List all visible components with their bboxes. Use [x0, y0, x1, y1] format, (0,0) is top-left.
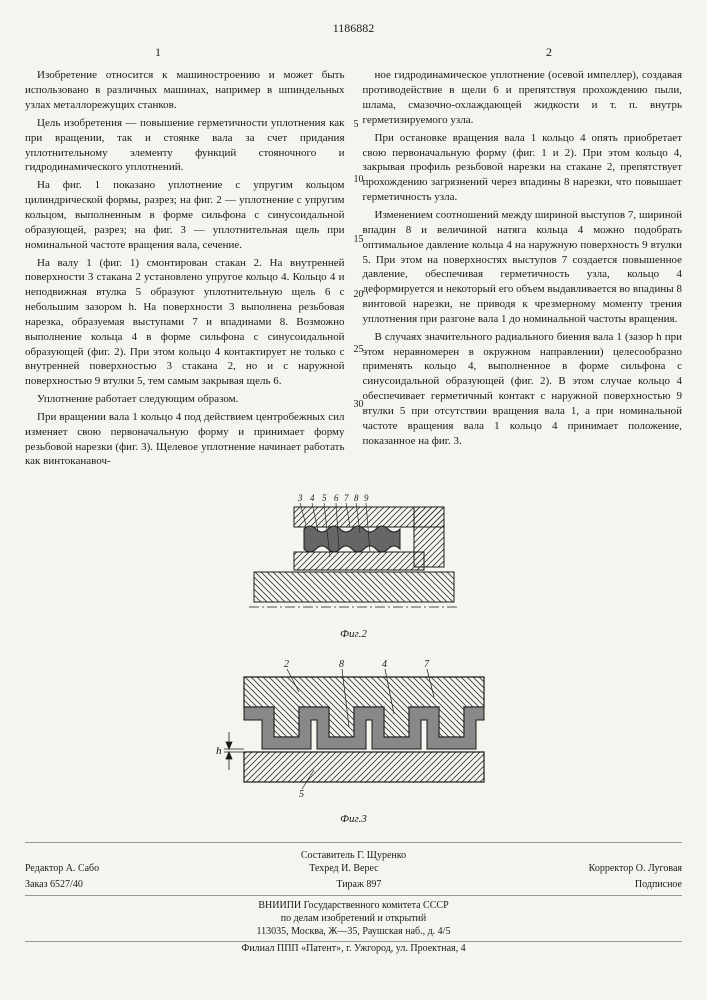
footer-org1: ВНИИПИ Государственного комитета СССР: [25, 899, 682, 912]
svg-text:5: 5: [322, 493, 327, 503]
footer-corrector: Корректор О. Луговая: [589, 862, 682, 875]
paragraph: При остановке вращения вала 1 кольцо 4 о…: [363, 131, 683, 205]
figure-3: h 2 8 4 7 5: [184, 652, 524, 802]
page-numbers: 1 2: [155, 44, 552, 60]
footer-compiler: Составитель Г. Щуренко: [25, 849, 682, 862]
footer-addr1: 113035, Москва, Ж—35, Раушская наб., д. …: [25, 925, 682, 942]
footer-subscription: Подписное: [635, 878, 682, 891]
paragraph: Изобретение относится к машиностроению и…: [25, 68, 345, 113]
footer-editor: Редактор А. Сабо: [25, 862, 99, 875]
footer: Составитель Г. Щуренко Редактор А. Сабо …: [25, 842, 682, 955]
figure-2: 3 4 5 6 7 8 9: [224, 487, 484, 617]
paragraph: Цель изобретения — повышение герметичнос…: [25, 116, 345, 175]
paragraph: Уплотнение работает следующим образом.: [25, 392, 345, 407]
svg-text:9: 9: [364, 493, 369, 503]
text-columns: Изобретение относится к машиностроению и…: [25, 68, 682, 472]
line-number: 30: [354, 398, 364, 412]
line-number: 10: [354, 173, 364, 187]
paragraph: Изменением соотношений между шириной выс…: [363, 208, 683, 327]
figures-area: 3 4 5 6 7 8 9 Фиг.2: [25, 487, 682, 827]
page-left: 1: [155, 44, 161, 60]
svg-text:4: 4: [310, 493, 315, 503]
line-number: 5: [354, 118, 359, 132]
figure-3-label: Фиг.3: [25, 812, 682, 827]
document-number: 1186882: [25, 20, 682, 36]
svg-text:7: 7: [424, 659, 430, 670]
svg-text:5: 5: [299, 789, 304, 800]
svg-text:h: h: [216, 745, 222, 757]
paragraph: На валу 1 (фиг. 1) смонтирован стакан 2.…: [25, 256, 345, 390]
line-number: 20: [354, 288, 364, 302]
footer-techred: Техред И. Верес: [309, 862, 378, 875]
svg-text:7: 7: [344, 493, 349, 503]
footer-tirage: Тираж 897: [336, 878, 381, 891]
footer-org2: по делам изобретений и открытий: [25, 912, 682, 925]
paragraph: В случаях значительного радиального биен…: [363, 330, 683, 449]
line-number: 25: [354, 343, 364, 357]
paragraph: При вращении вала 1 кольцо 4 под действи…: [25, 410, 345, 469]
svg-text:8: 8: [354, 493, 359, 503]
paragraph: ное гидродинамическое уплотнение (осевой…: [363, 68, 683, 127]
paragraph: На фиг. 1 показано уплотнение с упругим …: [25, 178, 345, 252]
svg-text:8: 8: [339, 659, 344, 670]
footer-addr2: Филиал ППП «Патент», г. Ужгород, ул. Про…: [25, 942, 682, 955]
figure-2-label: Фиг.2: [25, 627, 682, 642]
svg-text:2: 2: [284, 659, 289, 670]
svg-text:6: 6: [334, 493, 339, 503]
column-right: ное гидродинамическое уплотнение (осевой…: [363, 68, 683, 472]
page-right: 2: [546, 44, 552, 60]
svg-text:3: 3: [297, 493, 303, 503]
svg-text:4: 4: [382, 659, 387, 670]
footer-order: Заказ 6527/40: [25, 878, 83, 891]
line-number: 15: [354, 233, 364, 247]
column-left: Изобретение относится к машиностроению и…: [25, 68, 345, 472]
